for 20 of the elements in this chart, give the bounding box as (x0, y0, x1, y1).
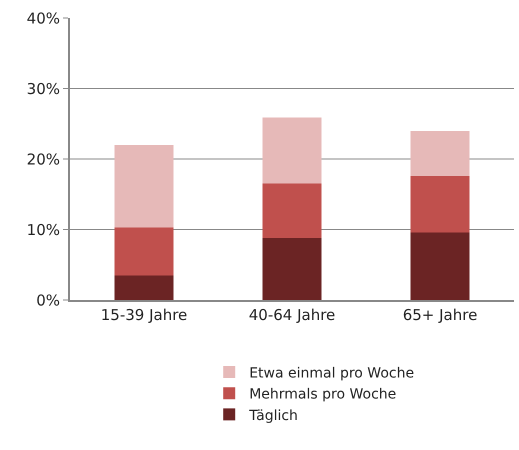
bar (262, 117, 322, 184)
y-tick-label: 30% (26, 80, 60, 98)
y-tick-label: 10% (26, 220, 60, 239)
bar (262, 238, 322, 300)
y-tick-label: 0% (36, 291, 60, 310)
bar (410, 232, 470, 300)
y-tick-label: 20% (26, 150, 60, 168)
legend-label: Mehrmals pro Woche (249, 386, 396, 403)
x-tick-label: 15-39 Jahre (100, 306, 188, 324)
bar (410, 130, 470, 176)
bar (114, 227, 174, 276)
bar (114, 275, 174, 300)
legend-label: Etwa einmal pro Woche (249, 365, 414, 382)
y-tick-label: 40% (26, 9, 60, 28)
bar (114, 144, 174, 228)
x-tick-label: 65+ Jahre (402, 306, 478, 324)
legend-label: Täglich (248, 408, 298, 424)
bar (410, 176, 470, 232)
x-tick-label: 40-64 Jahre (248, 306, 336, 324)
bar (262, 184, 322, 238)
